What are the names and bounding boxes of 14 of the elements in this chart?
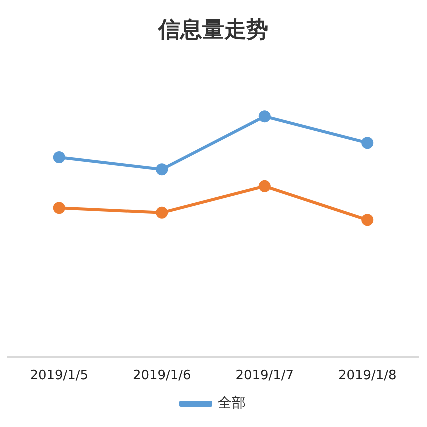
chart-title: 信息量走势 — [158, 18, 268, 43]
point — [53, 202, 66, 214]
point — [362, 137, 374, 150]
point — [258, 180, 271, 192]
x-tick-label: 2019/1/6 — [132, 368, 192, 384]
x-tick-label: 2019/1/5 — [30, 368, 89, 384]
point — [53, 152, 66, 164]
point — [362, 214, 374, 226]
legend-label: 全部 — [218, 396, 246, 412]
point — [258, 110, 271, 123]
point — [156, 206, 168, 219]
x-tick-label: 2019/1/7 — [236, 368, 294, 384]
x-tick-label: 2019/1/8 — [338, 368, 397, 384]
point — [156, 164, 168, 176]
